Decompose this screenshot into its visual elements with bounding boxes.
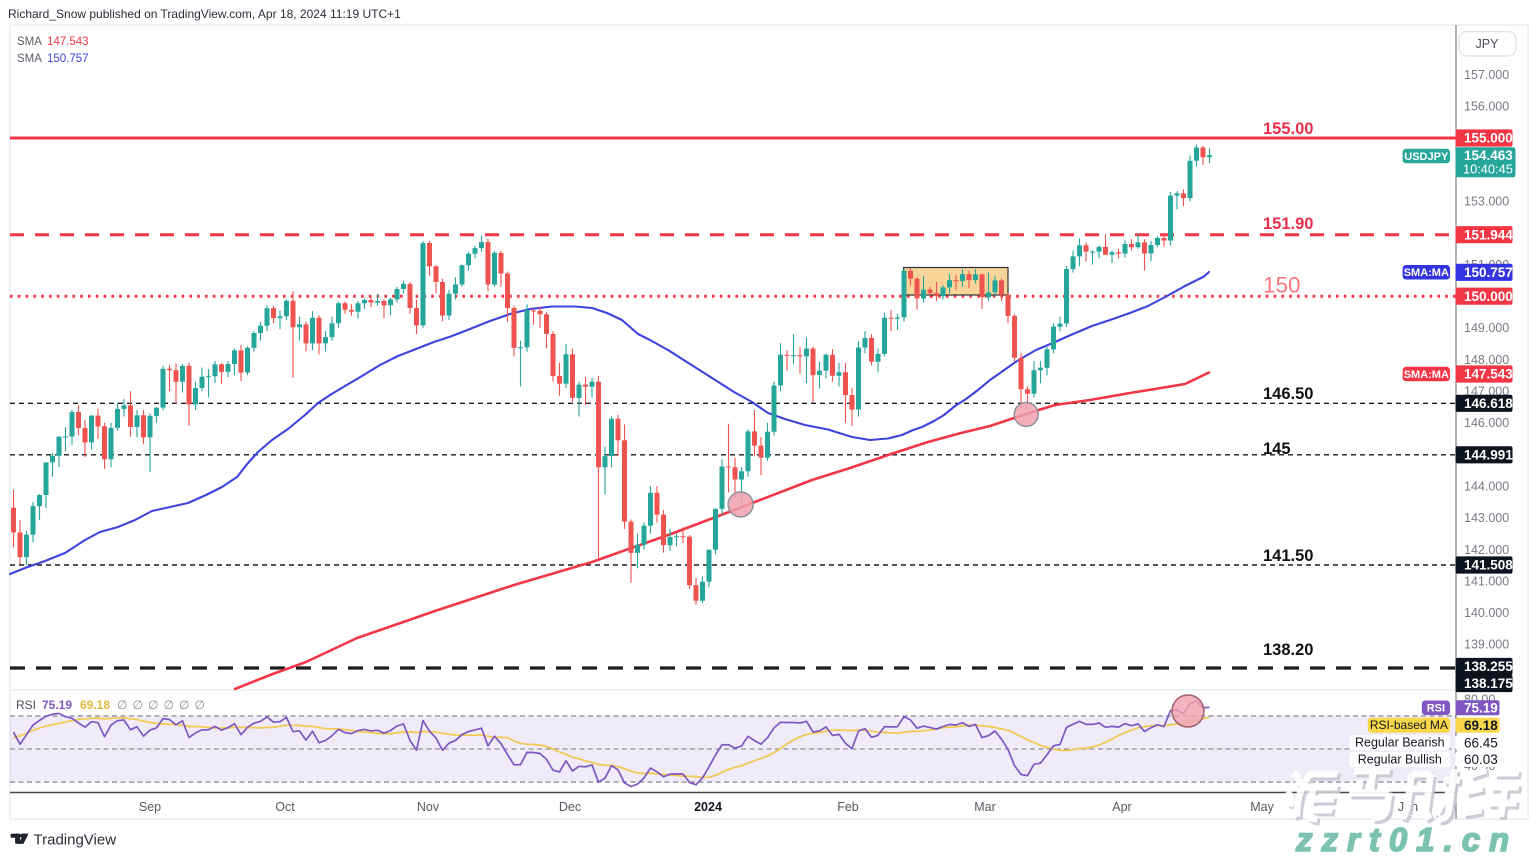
svg-text:142.000: 142.000	[1464, 543, 1509, 557]
svg-text:145: 145	[1263, 440, 1291, 458]
svg-text:Oct: Oct	[275, 800, 295, 814]
svg-text:69.18: 69.18	[1464, 718, 1498, 733]
svg-text:156.000: 156.000	[1464, 100, 1509, 114]
svg-text:157.000: 157.000	[1464, 68, 1509, 82]
svg-text:155.000: 155.000	[1464, 131, 1513, 146]
svg-text:RSI: RSI	[16, 698, 36, 712]
svg-text:∅: ∅	[179, 698, 189, 712]
svg-text:SMA: SMA	[17, 36, 42, 48]
svg-text:Regular Bearish: Regular Bearish	[1355, 736, 1445, 750]
svg-text:149.000: 149.000	[1464, 321, 1509, 335]
svg-text:138.175: 138.175	[1464, 676, 1513, 691]
svg-text:144.000: 144.000	[1464, 479, 1509, 493]
svg-text:146.50: 146.50	[1263, 385, 1313, 403]
svg-text:∅: ∅	[133, 698, 143, 712]
svg-text:Apr: Apr	[1112, 800, 1131, 814]
svg-text:141.508: 141.508	[1464, 558, 1513, 573]
svg-text:154.463: 154.463	[1464, 148, 1513, 163]
svg-text:139.000: 139.000	[1464, 638, 1509, 652]
svg-text:∅: ∅	[195, 698, 205, 712]
svg-text:∅: ∅	[117, 698, 127, 712]
svg-text:75.19: 75.19	[42, 698, 72, 712]
svg-text:150.757: 150.757	[1464, 265, 1513, 280]
svg-text:150.000: 150.000	[1464, 289, 1513, 304]
svg-text:148.000: 148.000	[1464, 353, 1509, 367]
svg-text:151.90: 151.90	[1263, 215, 1313, 233]
svg-text:141.000: 141.000	[1464, 574, 1509, 588]
svg-text:143.000: 143.000	[1464, 511, 1509, 525]
svg-text:140.000: 140.000	[1464, 606, 1509, 620]
svg-text:∅: ∅	[148, 698, 158, 712]
svg-text:69.18: 69.18	[80, 698, 110, 712]
svg-text:10:40:45: 10:40:45	[1463, 162, 1513, 177]
svg-text:Dec: Dec	[559, 800, 581, 814]
svg-text:Regular Bullish: Regular Bullish	[1358, 752, 1442, 766]
svg-text:147.543: 147.543	[1464, 367, 1513, 382]
svg-text:153.000: 153.000	[1464, 195, 1509, 209]
svg-text:151.944: 151.944	[1464, 227, 1513, 242]
svg-text:2024: 2024	[694, 800, 722, 814]
svg-text:60.03: 60.03	[1464, 752, 1498, 767]
svg-text:May: May	[1250, 800, 1274, 814]
svg-text:150.757: 150.757	[47, 53, 89, 65]
svg-text:Richard_Snow published on Trad: Richard_Snow published on TradingView.co…	[8, 7, 401, 21]
svg-text:Nov: Nov	[417, 800, 440, 814]
svg-text:zzrt01.cn: zzrt01.cn	[1295, 821, 1518, 857]
svg-text:RSI: RSI	[1427, 703, 1445, 715]
svg-text:146.618: 146.618	[1464, 396, 1513, 411]
svg-text:Feb: Feb	[837, 800, 859, 814]
svg-text:JPY: JPY	[1476, 37, 1500, 51]
svg-text:∅: ∅	[164, 698, 174, 712]
svg-text:TradingView: TradingView	[34, 832, 117, 849]
svg-text:138.20: 138.20	[1263, 641, 1313, 659]
svg-text:RSI-based MA: RSI-based MA	[1370, 718, 1448, 732]
svg-text:SMA:MA: SMA:MA	[1404, 267, 1449, 279]
svg-text:Mar: Mar	[974, 800, 996, 814]
svg-text:147.543: 147.543	[47, 36, 89, 48]
svg-text:144.991: 144.991	[1464, 447, 1513, 462]
svg-text:141.50: 141.50	[1263, 547, 1313, 565]
svg-text:66.45: 66.45	[1464, 735, 1498, 750]
svg-text:155.00: 155.00	[1263, 120, 1313, 138]
svg-text:USDJPY: USDJPY	[1404, 151, 1449, 163]
svg-text:75.19: 75.19	[1464, 700, 1498, 715]
svg-text:150: 150	[1263, 273, 1301, 298]
svg-text:138.255: 138.255	[1464, 659, 1513, 674]
svg-text:146.000: 146.000	[1464, 416, 1509, 430]
svg-text:Sep: Sep	[139, 800, 161, 814]
svg-text:SMA: SMA	[17, 53, 42, 65]
svg-text:SMA:MA: SMA:MA	[1404, 369, 1449, 381]
